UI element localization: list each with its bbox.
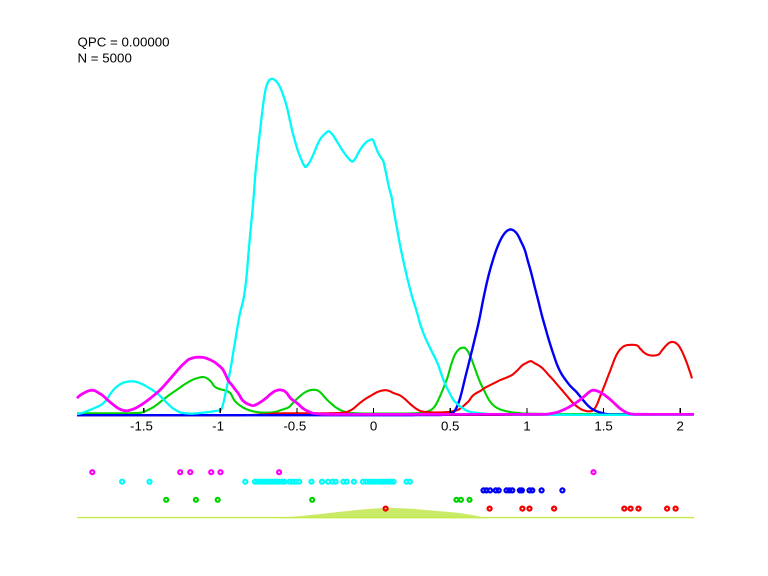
svg-text:-1.5: -1.5 bbox=[130, 419, 153, 434]
svg-text:QPC = 0.00000: QPC = 0.00000 bbox=[78, 34, 170, 49]
svg-text:2: 2 bbox=[676, 419, 683, 434]
svg-text:N = 5000: N = 5000 bbox=[78, 50, 132, 65]
svg-text:-0.5: -0.5 bbox=[283, 419, 306, 434]
svg-text:1: 1 bbox=[523, 419, 530, 434]
svg-text:-1: -1 bbox=[212, 419, 224, 434]
svg-text:0.5: 0.5 bbox=[441, 419, 460, 434]
svg-text:1.5: 1.5 bbox=[594, 419, 613, 434]
svg-text:0: 0 bbox=[370, 419, 377, 434]
